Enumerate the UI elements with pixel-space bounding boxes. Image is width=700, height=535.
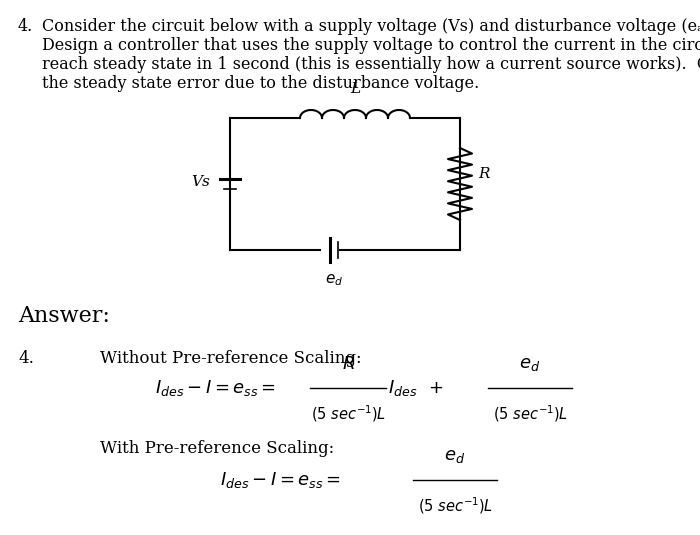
Text: $e_d$: $e_d$ bbox=[519, 355, 540, 373]
Text: 4.: 4. bbox=[18, 350, 34, 367]
Text: Without Pre-reference Scaling:: Without Pre-reference Scaling: bbox=[100, 350, 362, 367]
Text: $+$: $+$ bbox=[428, 379, 443, 397]
Text: $(5\ sec^{-1})L$: $(5\ sec^{-1})L$ bbox=[311, 403, 385, 424]
Text: $(5\ sec^{-1})L$: $(5\ sec^{-1})L$ bbox=[418, 495, 492, 516]
Text: reach steady state in 1 second (this is essentially how a current source works).: reach steady state in 1 second (this is … bbox=[42, 56, 700, 73]
Text: Consider the circuit below with a supply voltage (Vs) and disturbance voltage (e: Consider the circuit below with a supply… bbox=[42, 18, 700, 35]
Text: Vs: Vs bbox=[191, 175, 210, 189]
Text: $I_{des} - I = e_{ss} =$: $I_{des} - I = e_{ss} =$ bbox=[220, 470, 341, 490]
Text: $I_{des}$: $I_{des}$ bbox=[388, 378, 417, 398]
Text: $I_{des} - I = e_{ss} =$: $I_{des} - I = e_{ss} =$ bbox=[155, 378, 276, 398]
Text: R: R bbox=[478, 167, 489, 181]
Text: $e_d$: $e_d$ bbox=[325, 272, 343, 288]
Text: 4.: 4. bbox=[18, 18, 34, 35]
Text: $e_d$: $e_d$ bbox=[444, 447, 466, 465]
Text: $R$: $R$ bbox=[342, 355, 354, 373]
Text: $(5\ sec^{-1})L$: $(5\ sec^{-1})L$ bbox=[493, 403, 567, 424]
Text: L: L bbox=[350, 82, 360, 96]
Text: Design a controller that uses the supply voltage to control the current in the c: Design a controller that uses the supply… bbox=[42, 37, 700, 54]
Text: the steady state error due to the disturbance voltage.: the steady state error due to the distur… bbox=[42, 75, 480, 92]
Text: Answer:: Answer: bbox=[18, 305, 110, 327]
Text: With Pre-reference Scaling:: With Pre-reference Scaling: bbox=[100, 440, 335, 457]
